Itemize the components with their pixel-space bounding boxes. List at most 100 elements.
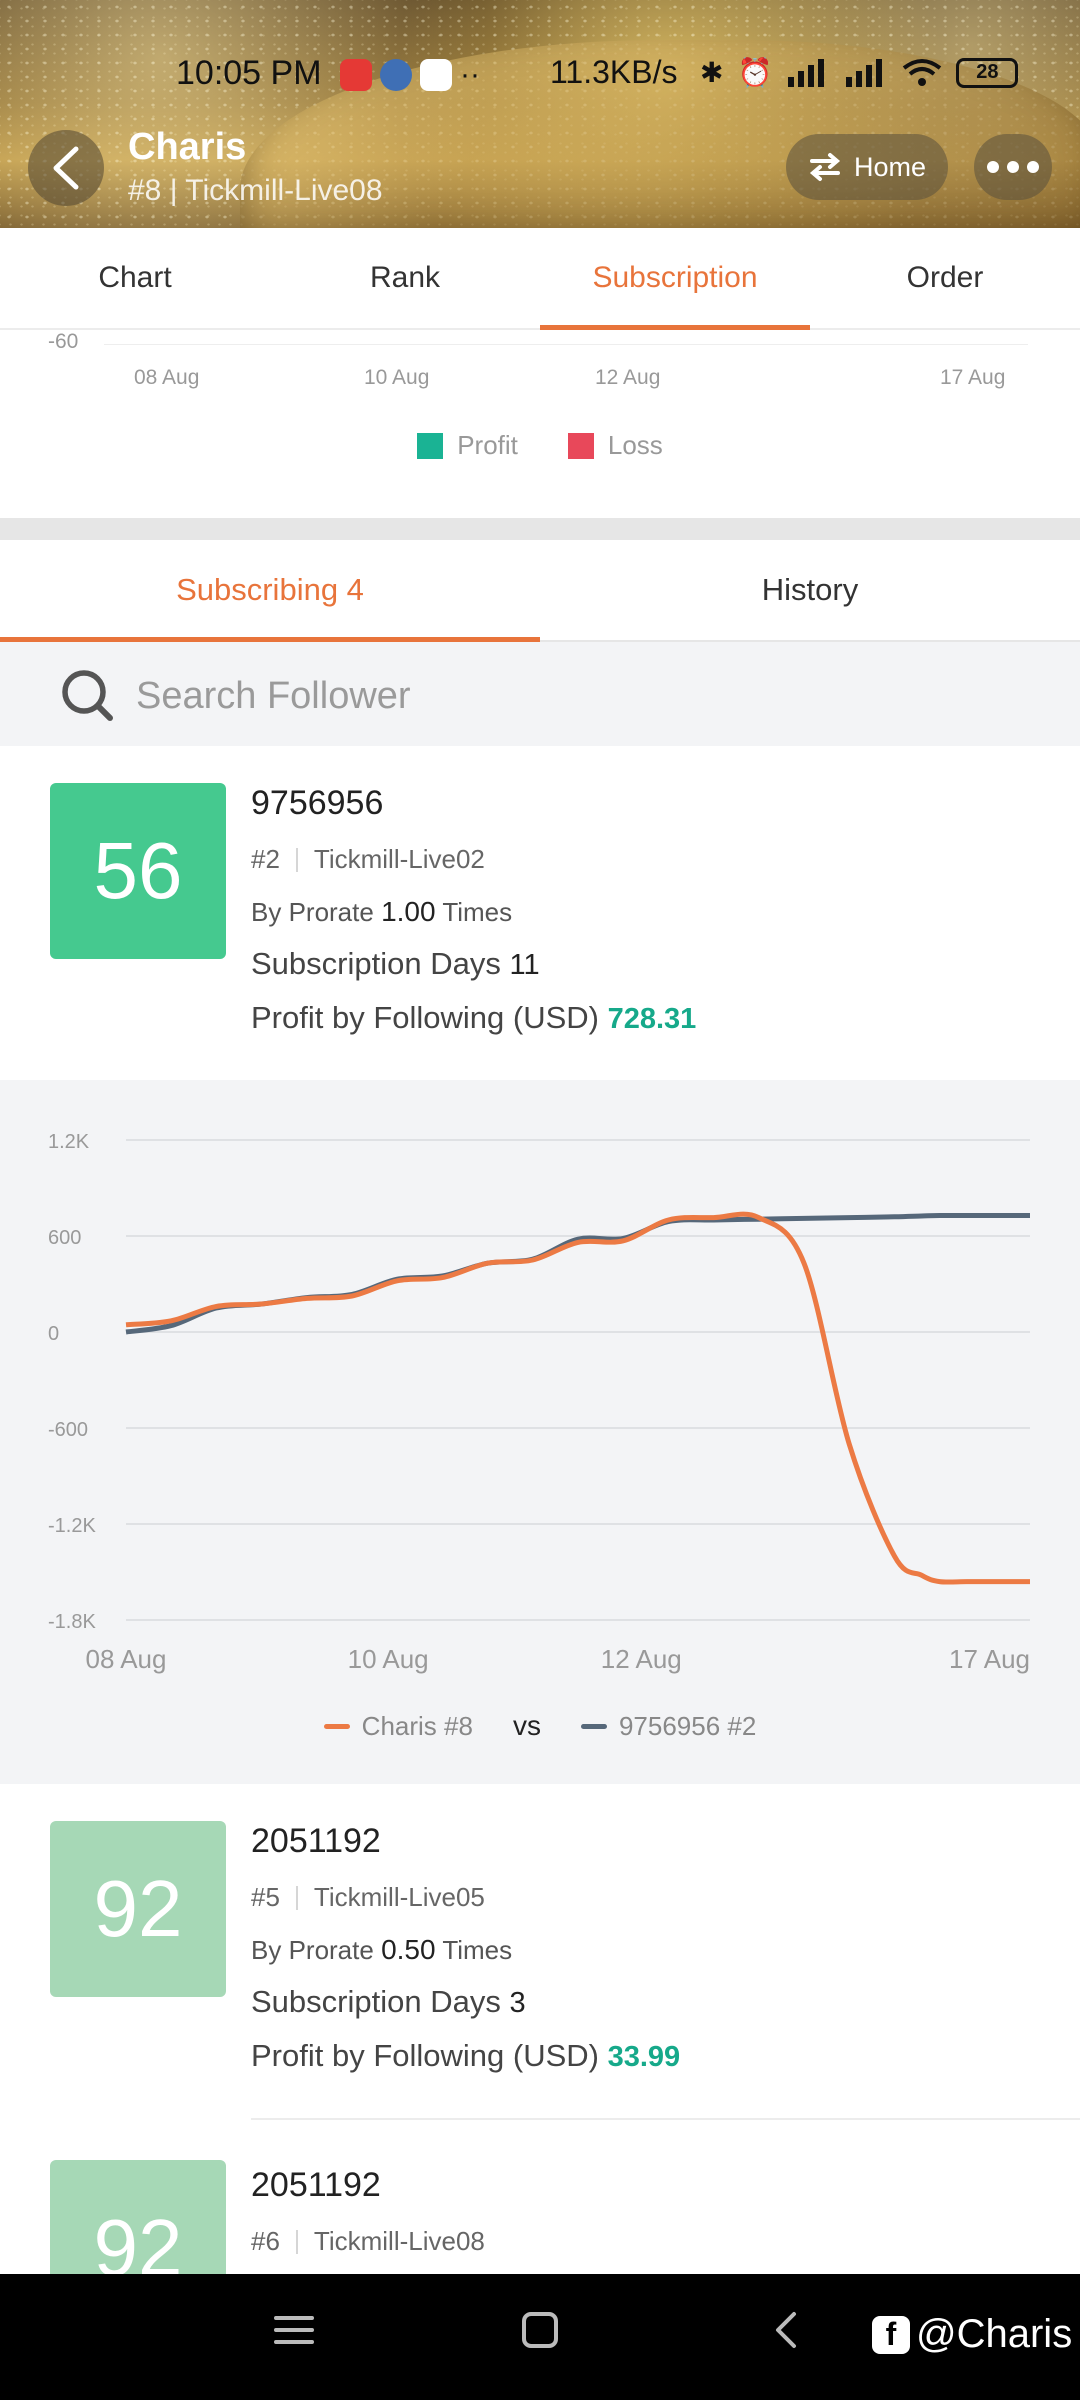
x-tick-label: 10 Aug xyxy=(348,1644,429,1674)
more-options-button[interactable] xyxy=(974,134,1052,200)
search-input[interactable] xyxy=(136,670,1016,722)
prorate-value: 0.50 xyxy=(381,1934,436,1965)
play-store-icon xyxy=(420,59,452,91)
notification-app-icon xyxy=(340,59,372,91)
comparison-chart: 1.2K 600 0 -600 -1.2K -1.8K 08 Aug 10 Aug 12 Aug… xyxy=(0,1080,1080,1784)
y-tick-label: 600 xyxy=(48,1227,81,1249)
subscription-days: Subscription Days 11 xyxy=(251,946,540,982)
follower-rank: #2 xyxy=(251,844,280,874)
days-value: 3 xyxy=(509,1987,526,2019)
y-tick-label: 1.2K xyxy=(48,1131,90,1153)
prorate-suffix: Times xyxy=(442,1935,513,1965)
follow-profit: Profit by Following (USD) 33.99 xyxy=(251,2038,680,2074)
home-nav-icon[interactable] xyxy=(520,2310,560,2350)
legend-item-profit: Profit xyxy=(417,430,518,461)
meta-separator xyxy=(295,2229,298,2254)
follower-server: Tickmill-Live02 xyxy=(313,844,485,874)
meta-separator xyxy=(295,847,298,872)
legend-label: 9756956 #2 xyxy=(618,1710,757,1741)
legend-item-charis: Charis #8 xyxy=(323,1710,473,1742)
watermark: f @Charis xyxy=(872,2312,1072,2357)
x-tick-label: 12 Aug xyxy=(601,1644,682,1674)
watermark-text: @Charis xyxy=(916,2312,1073,2356)
tab-history[interactable]: History xyxy=(761,572,859,607)
prorate-prefix: By Prorate xyxy=(251,897,374,927)
series-line-swatch xyxy=(580,1723,607,1729)
follower-server: Tickmill-Live08 xyxy=(313,2226,485,2256)
tab-subscribing[interactable]: Subscribing 4 xyxy=(0,540,540,642)
y-tick-label: -600 xyxy=(48,1419,88,1441)
profit-swatch xyxy=(417,432,444,459)
swap-icon xyxy=(809,153,841,181)
days-label: Subscription Days xyxy=(251,1984,501,2019)
vs-label: vs xyxy=(512,1710,541,1741)
menu-icon[interactable] xyxy=(274,2310,314,2350)
loss-swatch xyxy=(567,432,594,459)
prorate-prefix: By Prorate xyxy=(251,1935,374,1965)
x-tick-label: 10 Aug xyxy=(364,366,430,389)
system-navigation-bar: f @Charis xyxy=(0,2274,1080,2400)
days-label: Subscription Days xyxy=(251,946,501,981)
x-tick-label: 17 Aug xyxy=(940,366,1006,389)
comparison-chart-svg: 1.2K 600 0 -600 -1.2K -1.8K 08 Aug 10 Aug 12 Aug… xyxy=(48,1131,1030,1674)
profit-label: Profit by Following (USD) xyxy=(251,2038,599,2073)
subscription-days: Subscription Days 3 xyxy=(251,1984,526,2020)
follower-account: #2 Tickmill-Live02 xyxy=(251,844,485,875)
legend-item-follower: 9756956 #2 xyxy=(580,1710,757,1742)
comparison-legend: Charis #8 vs 9756956 #2 xyxy=(0,1710,1080,1742)
x-tick-label: 17 Aug xyxy=(949,1644,1030,1674)
days-value: 11 xyxy=(509,949,540,981)
series-line-follower xyxy=(125,1212,1030,1335)
follower-id: 2051192 xyxy=(251,2166,381,2204)
legend-label: Charis #8 xyxy=(361,1710,473,1741)
follower-prorate: By Prorate 0.50 Times xyxy=(251,1934,512,1966)
status-right-icons: ✱ ⏰ 28 xyxy=(700,56,1019,89)
chart-legend: Profit Loss xyxy=(0,430,1080,461)
home-label: Home xyxy=(853,151,927,182)
section-divider xyxy=(0,518,1080,540)
more-dot-icon xyxy=(987,161,999,173)
follower-score-badge: 56 xyxy=(50,783,226,959)
follower-card[interactable]: 92 2051192 #5 Tickmill-Live05 By Prorate … xyxy=(0,1784,1080,2120)
follower-server: Tickmill-Live05 xyxy=(313,1882,485,1912)
tab-chart[interactable]: Chart xyxy=(98,261,172,294)
battery-icon: 28 xyxy=(956,57,1019,88)
back-button[interactable] xyxy=(28,130,104,206)
prorate-value: 1.00 xyxy=(381,896,436,927)
more-notifications-icon: ·· xyxy=(460,58,480,91)
follower-id: 2051192 xyxy=(251,1822,381,1860)
home-button[interactable]: Home xyxy=(786,134,948,200)
y-tick-label: 0 xyxy=(48,1323,59,1345)
tab-rank[interactable]: Rank xyxy=(369,261,441,294)
series-line-charis xyxy=(125,1211,1030,1585)
follower-card[interactable]: 92 2051192 #6 Tickmill-Live08 xyxy=(0,2120,1080,2274)
profit-value: 728.31 xyxy=(607,1003,697,1035)
profile-tabs: Chart Rank Subscription Order xyxy=(0,228,1080,330)
more-dot-icon xyxy=(1027,161,1039,173)
profile-subtitle: #8 | Tickmill-Live08 xyxy=(128,174,383,207)
more-dot-icon xyxy=(1007,161,1019,173)
follower-rank: #5 xyxy=(251,1882,280,1912)
profile-name: Charis xyxy=(128,126,247,168)
follower-prorate: By Prorate 1.00 Times xyxy=(251,896,512,928)
profit-label: Profit by Following (USD) xyxy=(251,1000,599,1035)
follower-id: 9756956 xyxy=(251,784,384,822)
meta-separator xyxy=(295,1885,298,1910)
back-nav-icon[interactable] xyxy=(766,2310,806,2350)
subscription-tabs: Subscribing 4 History xyxy=(0,540,1080,642)
legend-item-loss: Loss xyxy=(567,430,663,461)
follower-score-badge: 92 xyxy=(50,1821,226,1997)
status-bar: 10:05 PM ·· 11.3KB/s ✱ ⏰ 28 xyxy=(0,50,1080,100)
profile-header: 10:05 PM ·· 11.3KB/s ✱ ⏰ 28 Charis #8 | … xyxy=(0,0,1080,228)
x-tick-label: 08 Aug xyxy=(86,1644,167,1674)
card-divider xyxy=(251,2118,1080,2120)
legend-label: Profit xyxy=(457,430,518,460)
follower-card[interactable]: 56 9756956 #2 Tickmill-Live02 By Prorate … xyxy=(0,746,1080,1080)
follow-profit: Profit by Following (USD) 728.31 xyxy=(251,1000,696,1036)
status-app-icons: ·· xyxy=(340,58,480,92)
signal-icon-2 xyxy=(846,58,883,87)
bluetooth-icon: ✱ xyxy=(700,57,724,88)
series-line-swatch xyxy=(323,1723,350,1729)
tab-subscription[interactable]: Subscription xyxy=(540,228,810,330)
tab-order[interactable]: Order xyxy=(906,261,984,294)
